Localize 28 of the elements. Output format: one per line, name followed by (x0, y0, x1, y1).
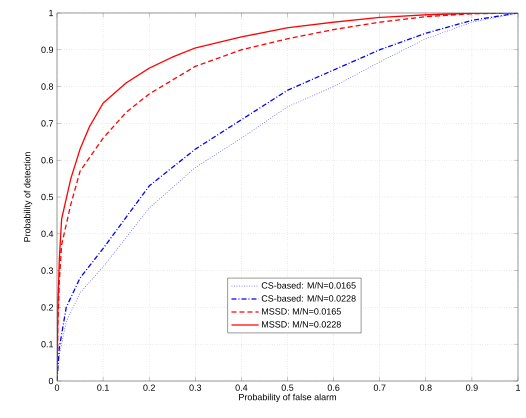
x-tick-label: 0.3 (189, 384, 202, 391)
x-tick-label: 0.6 (328, 384, 340, 391)
x-tick-label: 0.1 (97, 384, 109, 391)
x-tick-label: 0.4 (236, 384, 248, 391)
y-tick-label: 0.1 (41, 341, 54, 348)
y-tick-label: 0.3 (41, 267, 54, 274)
y-tick-label: 0.7 (41, 120, 54, 127)
legend-label: MSSD: M/N=0.0228 (262, 320, 341, 328)
x-axis-title: Probability of false alarm (239, 394, 336, 402)
legend-label: CS-based: M/N=0.0165 (262, 282, 356, 289)
y-tick-label: 0.6 (41, 157, 54, 164)
x-tick-label: 0.8 (420, 384, 432, 391)
y-tick-label: 0.4 (41, 230, 54, 237)
x-tick-label: 0.5 (282, 384, 294, 391)
y-axis-title: Probability of detection (24, 152, 32, 242)
x-tick-label: 0.2 (143, 384, 155, 391)
legend-label: MSSD: M/N=0.0165 (262, 308, 341, 315)
y-tick-label: 0.9 (41, 46, 54, 53)
x-tick-label: 0.7 (374, 384, 386, 391)
y-tick-label: 0.8 (41, 83, 54, 90)
x-tick-label: 0.9 (466, 384, 478, 391)
y-tick-label: 0 (48, 378, 54, 384)
x-tick-label: 1 (516, 384, 520, 391)
legend-label: CS-based: M/N=0.0228 (262, 295, 356, 302)
y-tick-label: 0.5 (41, 194, 54, 200)
x-tick-label: 0 (54, 384, 60, 391)
y-tick-label: 0.2 (41, 304, 54, 311)
y-tick-label: 1 (49, 10, 54, 16)
